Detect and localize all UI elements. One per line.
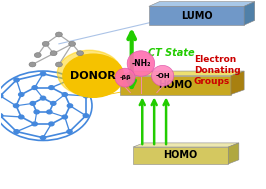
Text: HOMO: HOMO <box>158 80 193 90</box>
Ellipse shape <box>152 65 174 86</box>
Circle shape <box>67 78 72 82</box>
Circle shape <box>49 86 54 89</box>
Circle shape <box>83 114 89 118</box>
Text: HOMO: HOMO <box>164 150 198 160</box>
Circle shape <box>83 94 89 98</box>
Circle shape <box>0 94 3 98</box>
Circle shape <box>0 114 3 118</box>
Polygon shape <box>228 143 239 164</box>
Circle shape <box>51 101 56 105</box>
Polygon shape <box>133 143 239 147</box>
Circle shape <box>47 110 52 114</box>
Polygon shape <box>120 76 231 94</box>
Text: Electron
Donating
Groups: Electron Donating Groups <box>194 54 240 86</box>
Text: -OH: -OH <box>155 73 170 79</box>
Polygon shape <box>149 6 244 25</box>
Polygon shape <box>149 2 255 6</box>
Circle shape <box>67 104 73 108</box>
Circle shape <box>56 62 62 67</box>
Circle shape <box>29 62 36 67</box>
Ellipse shape <box>115 68 135 87</box>
Polygon shape <box>120 71 244 76</box>
Circle shape <box>69 41 76 46</box>
Circle shape <box>63 54 124 97</box>
Circle shape <box>56 32 62 37</box>
Polygon shape <box>133 147 228 164</box>
Circle shape <box>19 115 24 119</box>
Circle shape <box>32 86 37 89</box>
Circle shape <box>34 110 39 114</box>
Text: CT State: CT State <box>148 48 194 58</box>
Circle shape <box>49 122 54 126</box>
Circle shape <box>40 96 46 100</box>
Circle shape <box>19 93 24 96</box>
Text: DONOR: DONOR <box>70 71 116 81</box>
Polygon shape <box>244 2 255 25</box>
Circle shape <box>34 53 41 57</box>
Polygon shape <box>231 71 244 94</box>
Circle shape <box>57 50 121 96</box>
Text: -NH₂: -NH₂ <box>131 59 151 68</box>
Circle shape <box>62 93 68 96</box>
Circle shape <box>50 51 57 56</box>
Text: -ββ: -ββ <box>119 75 131 80</box>
Circle shape <box>40 72 46 76</box>
Circle shape <box>32 122 37 126</box>
Circle shape <box>14 130 19 133</box>
Circle shape <box>67 130 72 133</box>
Text: LUMO: LUMO <box>181 11 212 21</box>
Circle shape <box>30 101 35 105</box>
Circle shape <box>14 104 19 108</box>
Ellipse shape <box>127 51 155 76</box>
Circle shape <box>42 41 49 46</box>
Circle shape <box>62 115 68 119</box>
Circle shape <box>40 136 46 139</box>
Circle shape <box>77 51 84 56</box>
Circle shape <box>14 78 19 82</box>
